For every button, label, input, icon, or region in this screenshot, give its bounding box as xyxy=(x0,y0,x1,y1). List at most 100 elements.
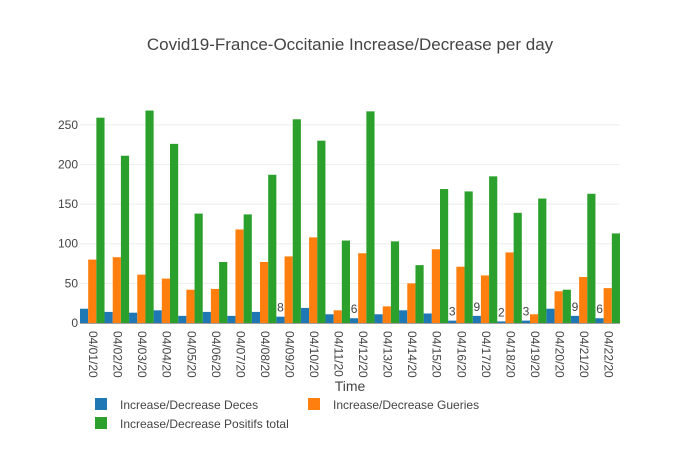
bar-1-5[interactable] xyxy=(210,288,220,323)
x-tick-label: 04/21/20 xyxy=(577,331,591,378)
chart-title: Covid19-France-Occitanie Increase/Decrea… xyxy=(147,35,554,54)
bar-0-5[interactable] xyxy=(202,311,211,323)
bar-0-8[interactable] xyxy=(276,316,285,323)
x-tick-label: 04/04/20 xyxy=(160,331,174,378)
bar-0-10[interactable] xyxy=(325,314,334,323)
bar-1-11[interactable] xyxy=(358,253,367,323)
bar-1-17[interactable] xyxy=(505,252,514,323)
x-tick-label: 04/11/20 xyxy=(332,331,346,377)
bar-2-9[interactable] xyxy=(317,140,326,323)
legend-swatch xyxy=(95,417,107,429)
bar-2-12[interactable] xyxy=(390,241,400,323)
bar-0-0[interactable] xyxy=(80,308,89,323)
bar-2-19[interactable] xyxy=(562,289,571,323)
bar-2-4[interactable] xyxy=(194,213,203,323)
y-tick-label: 200 xyxy=(58,157,78,171)
legend-item-1[interactable]: Increase/Decrease Gueries xyxy=(308,398,479,412)
bar-0-1[interactable] xyxy=(104,311,113,323)
bar-1-19[interactable] xyxy=(554,291,563,323)
x-tick-label: 04/03/20 xyxy=(135,331,149,378)
bar-1-7[interactable] xyxy=(260,261,269,323)
bar-2-1[interactable] xyxy=(120,155,130,323)
x-tick-label: 04/01/20 xyxy=(86,331,100,378)
data-label: 2 xyxy=(498,305,505,319)
bar-2-3[interactable] xyxy=(170,143,179,323)
bar-2-5[interactable] xyxy=(219,261,228,323)
bar-2-2[interactable] xyxy=(145,110,154,323)
bar-1-21[interactable] xyxy=(603,288,612,323)
bar-0-9[interactable] xyxy=(300,307,310,323)
bar-0-3[interactable] xyxy=(153,310,162,323)
legend-item-0[interactable]: Increase/Decrease Deces xyxy=(95,398,258,412)
bars-layer xyxy=(80,110,620,323)
x-tick-label: 04/14/20 xyxy=(405,331,419,378)
bar-2-10[interactable] xyxy=(341,240,350,323)
bar-0-11[interactable] xyxy=(350,318,359,323)
bar-0-2[interactable] xyxy=(129,312,138,323)
bar-2-21[interactable] xyxy=(611,233,620,323)
bar-1-10[interactable] xyxy=(333,310,342,323)
bar-0-16[interactable] xyxy=(472,315,481,323)
x-tick-label: 04/02/20 xyxy=(111,331,125,378)
bar-2-13[interactable] xyxy=(415,265,424,323)
bar-0-4[interactable] xyxy=(178,315,187,323)
x-tick-label: 04/12/20 xyxy=(356,331,370,378)
legend-swatch xyxy=(95,398,107,410)
bar-1-2[interactable] xyxy=(137,274,146,323)
bar-1-1[interactable] xyxy=(112,257,121,323)
legend-label: Increase/Decrease Positifs total xyxy=(120,417,289,431)
bar-1-15[interactable] xyxy=(456,266,465,323)
x-tick-label: 04/08/20 xyxy=(258,331,272,378)
bar-2-16[interactable] xyxy=(489,176,498,323)
bar-1-8[interactable] xyxy=(284,256,293,323)
legend[interactable]: Increase/Decrease Deces Increase/Decrease… xyxy=(95,398,479,431)
data-label: 3 xyxy=(449,305,456,319)
bar-2-0[interactable] xyxy=(96,117,105,323)
bar-1-13[interactable] xyxy=(407,283,416,323)
bar-0-20[interactable] xyxy=(570,315,580,323)
bar-0-7[interactable] xyxy=(251,311,260,323)
data-label: 6 xyxy=(351,302,358,316)
bar-2-15[interactable] xyxy=(464,191,473,323)
bar-0-13[interactable] xyxy=(399,310,408,323)
bar-1-20[interactable] xyxy=(579,277,588,323)
bar-2-8[interactable] xyxy=(292,119,301,323)
bar-1-3[interactable] xyxy=(161,278,170,323)
bar-1-14[interactable] xyxy=(431,249,440,323)
legend-swatch xyxy=(308,398,320,410)
bar-1-9[interactable] xyxy=(309,237,318,323)
bar-2-14[interactable] xyxy=(440,189,449,323)
bar-0-6[interactable] xyxy=(227,315,236,323)
bar-1-6[interactable] xyxy=(235,229,244,323)
bar-2-20[interactable] xyxy=(587,193,596,323)
bar-2-6[interactable] xyxy=(243,214,252,323)
x-tick-label: 04/20/20 xyxy=(552,331,566,378)
bar-0-14[interactable] xyxy=(423,313,432,323)
bar-0-18[interactable] xyxy=(521,320,530,323)
bar-2-17[interactable] xyxy=(513,212,522,323)
bar-1-4[interactable] xyxy=(186,289,195,323)
x-axis: 04/01/20 04/02/20 04/03/20 04/04/20 04/05/20… xyxy=(86,331,615,378)
x-tick-label: 04/07/20 xyxy=(233,331,247,378)
y-tick-label: 150 xyxy=(58,197,78,211)
bar-1-16[interactable] xyxy=(480,275,490,323)
bar-1-12[interactable] xyxy=(382,306,391,323)
legend-item-2[interactable]: Increase/Decrease Positifs total xyxy=(95,417,289,431)
bar-0-17[interactable] xyxy=(497,321,506,323)
y-tick-label: 100 xyxy=(58,237,78,251)
bar-0-15[interactable] xyxy=(448,320,457,323)
bar-1-0[interactable] xyxy=(88,259,97,323)
bar-0-21[interactable] xyxy=(595,318,604,323)
y-axis: 0 50 100 150 200 250 xyxy=(58,118,78,330)
x-tick-label: 04/18/20 xyxy=(503,331,517,378)
x-tick-label: 04/06/20 xyxy=(209,331,223,378)
bar-2-7[interactable] xyxy=(268,174,277,323)
bar-0-19[interactable] xyxy=(546,308,555,323)
y-tick-label: 250 xyxy=(58,118,78,132)
bar-0-12[interactable] xyxy=(374,314,383,323)
bar-1-18[interactable] xyxy=(530,314,539,323)
bar-2-11[interactable] xyxy=(366,111,375,323)
legend-label: Increase/Decrease Gueries xyxy=(333,398,479,412)
bar-2-18[interactable] xyxy=(538,198,547,323)
x-tick-label: 04/10/20 xyxy=(307,331,321,378)
